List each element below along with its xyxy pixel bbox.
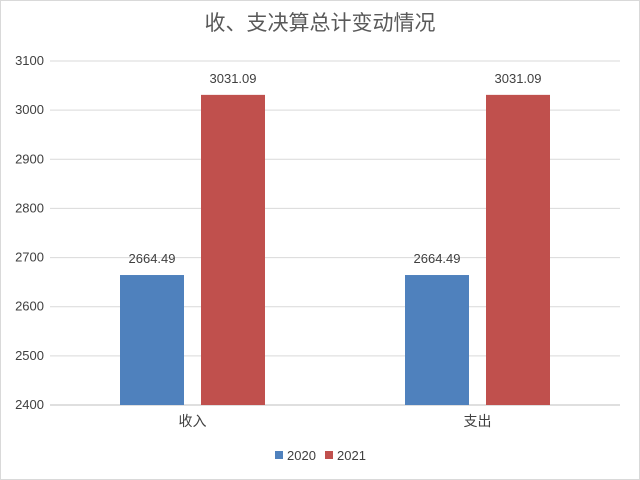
chart-title: 收、支决算总计变动情况 — [205, 11, 436, 35]
category-label: 支出 — [464, 414, 492, 430]
category-label: 收入 — [179, 414, 207, 430]
y-tick-label: 2800 — [15, 200, 44, 215]
bar-2021-0 — [201, 94, 265, 405]
y-tick-label: 2700 — [15, 250, 44, 265]
legend-swatch — [325, 451, 333, 459]
legend-swatch — [275, 451, 283, 459]
data-label: 3031.09 — [210, 71, 257, 86]
x-axis-categories: 收入 支出 — [179, 414, 492, 430]
data-label: 3031.09 — [495, 71, 542, 86]
y-tick-label: 2900 — [15, 151, 44, 166]
bar-2021-1 — [486, 94, 550, 405]
y-tick-label: 3100 — [15, 53, 44, 68]
y-tick-label: 2600 — [15, 299, 44, 314]
bar-2020-1 — [405, 275, 469, 405]
data-labels: 2664.49 3031.09 2664.49 3031.09 — [129, 71, 542, 266]
legend-label: 2021 — [337, 448, 366, 463]
legend-label: 2020 — [287, 448, 316, 463]
bars — [120, 94, 550, 405]
y-tick-label: 2500 — [15, 348, 44, 363]
legend: 2020 2021 — [275, 448, 366, 463]
y-tick-label: 3000 — [15, 102, 44, 117]
bar-2020-0 — [120, 275, 184, 405]
y-tick-label: 2400 — [15, 397, 44, 412]
data-label: 2664.49 — [129, 251, 176, 266]
data-label: 2664.49 — [414, 251, 461, 266]
y-axis-ticks: 2400 2500 2600 2700 2800 2900 3000 3100 — [15, 53, 44, 412]
